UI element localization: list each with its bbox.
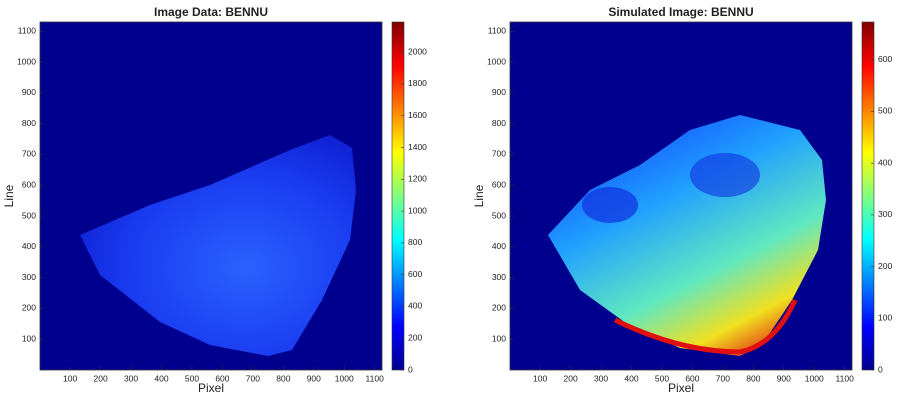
asteroid-image [40,22,852,370]
colorbar-tick-label: 200 [878,261,892,271]
y-tick-label: 1000 [487,56,506,66]
x-tick-label: 200 [564,373,578,383]
colorbar-tick-label: 1400 [408,142,427,152]
colorbar-tick-label: 2000 [408,46,427,56]
x-tick-label: 700 [246,373,260,383]
x-tick-label: 100 [533,373,547,383]
x-tick-label: 300 [124,373,138,383]
x-tick-label: 400 [624,373,638,383]
colorbar-tick-label: 200 [408,332,422,342]
axes-frame [509,21,853,371]
y-tick-label: 600 [22,179,36,189]
x-tick-label: 800 [276,373,290,383]
x-tick-label: 800 [746,373,760,383]
y-tick-label: 500 [22,210,36,220]
y-tick-label: 100 [22,333,36,343]
colorbar-tick-label: 400 [408,301,422,311]
y-axis-label: Line [2,184,16,207]
y-tick-label: 1100 [18,25,37,35]
colorbar-tick-label: 800 [408,237,422,247]
y-tick-label: 900 [492,87,506,97]
x-tick-label: 100 [63,373,77,383]
y-axis-label: Line [472,184,486,207]
colorbar-tick-label: 1600 [408,110,427,120]
x-tick-label: 600 [685,373,699,383]
y-tick-label: 800 [492,118,506,128]
colorbar-tick-label: 0 [408,364,413,374]
colorbar-tick-label: 1000 [408,205,427,215]
x-tick-label: 200 [94,373,108,383]
x-tick-label: 1100 [836,373,855,383]
asteroid-data [80,135,356,356]
colorbar-tick-label: 400 [878,157,892,167]
y-tick-label: 600 [492,179,506,189]
x-tick-label: 900 [777,373,791,383]
y-tick-label: 800 [22,118,36,128]
x-tick-label: 1000 [335,373,354,383]
y-tick-label: 200 [492,303,506,313]
y-tick-label: 900 [22,87,36,97]
x-tick-label: 1000 [805,373,824,383]
chart-title: Simulated Image: BENNU [608,5,753,19]
y-tick-label: 1100 [488,25,507,35]
y-tick-label: 100 [492,333,506,343]
x-tick-label: 300 [594,373,608,383]
asteroid-rim [613,298,798,355]
x-tick-label: 700 [716,373,730,383]
y-tick-label: 1000 [17,56,36,66]
colorbar-tick-label: 300 [878,209,892,219]
x-tick-label: 600 [215,373,229,383]
asteroid-shadow [582,187,638,223]
asteroid-shadow [690,153,760,197]
y-tick-label: 700 [492,149,506,159]
colorbar-tick-label: 1800 [408,78,427,88]
colorbar [861,21,875,371]
x-tick-label: 500 [655,373,669,383]
y-tick-label: 300 [492,272,506,282]
colorbar-tick-label: 600 [878,54,892,64]
y-tick-label: 500 [492,210,506,220]
x-axis-label: Pixel [198,381,224,395]
x-axis-label: Pixel [668,381,694,395]
y-tick-label: 200 [22,303,36,313]
y-tick-label: 400 [22,241,36,251]
colorbar-tick-label: 100 [878,313,892,323]
axes-frame [39,21,383,371]
x-tick-label: 500 [185,373,199,383]
x-tick-label: 900 [307,373,321,383]
colorbar [391,21,405,371]
colorbar-tick-label: 600 [408,269,422,279]
colorbar-tick-label: 1200 [408,174,427,184]
y-tick-label: 700 [22,149,36,159]
chart-title: Image Data: BENNU [154,5,268,19]
colorbar-tick-label: 500 [878,106,892,116]
x-tick-label: 1100 [366,373,385,383]
y-tick-label: 400 [492,241,506,251]
y-tick-label: 300 [22,272,36,282]
colorbar-tick-label: 0 [878,364,883,374]
x-tick-label: 400 [154,373,168,383]
